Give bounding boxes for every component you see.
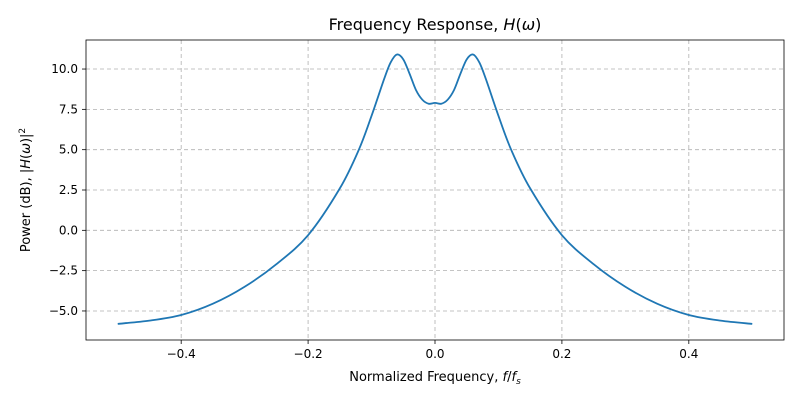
x-tick-label: 0.2 [552, 347, 571, 361]
x-tick-label: 0.4 [679, 347, 698, 361]
x-tick-label: −0.2 [294, 347, 323, 361]
y-tick-label: −5.0 [49, 304, 78, 318]
chart-title: Frequency Response, H(ω) [329, 15, 542, 34]
y-tick-label: 0.0 [59, 223, 78, 237]
y-tick-label: 7.5 [59, 102, 78, 116]
y-tick-label: 10.0 [51, 62, 78, 76]
x-tick-label: 0.0 [425, 347, 444, 361]
ticks: −0.4 −0.2 0.0 0.2 0.4 −5.0 −2.5 0.0 2.5 5.0 7.5 10.… [49, 62, 699, 361]
y-tick-label: −2.5 [49, 264, 78, 278]
series-line [117, 53, 753, 325]
x-axis-label-subscript: s [516, 377, 521, 387]
y-tick-label: 5.0 [59, 143, 78, 157]
grid [86, 40, 784, 340]
y-tick-label: 2.5 [59, 183, 78, 197]
x-axis-label: Normalized Frequency, f/fs [349, 370, 521, 387]
x-tick-label: −0.4 [167, 347, 196, 361]
y-axis-label: Power (dB), |H(ω)|2 [18, 128, 34, 252]
